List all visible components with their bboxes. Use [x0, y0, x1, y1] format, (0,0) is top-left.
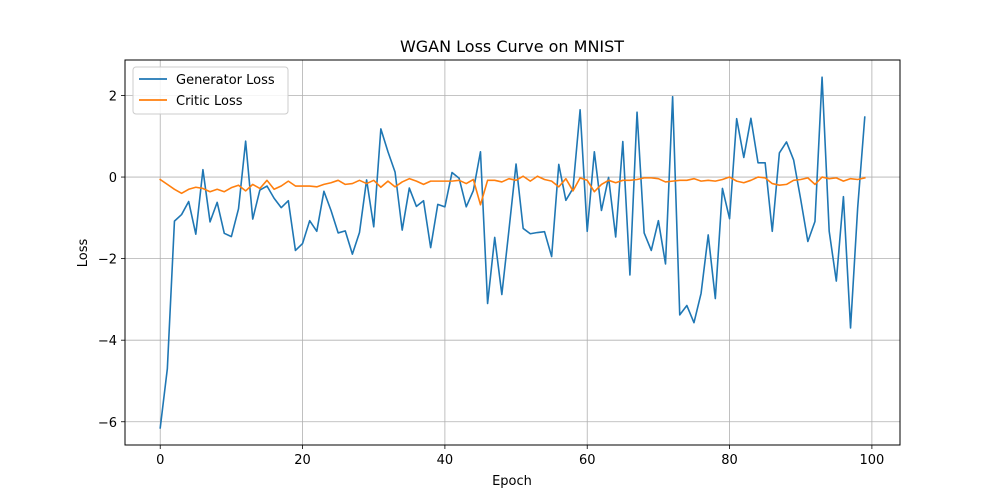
y-tick-label: −2 — [98, 253, 117, 268]
legend-label: Generator Loss — [176, 73, 275, 88]
legend-box — [132, 66, 289, 115]
y-tick-label: 2 — [109, 89, 117, 104]
x-axis-title: Epoch — [492, 474, 532, 489]
x-tick-label: 0 — [156, 453, 164, 468]
x-tick-label: 60 — [579, 453, 596, 468]
chart-title: WGAN Loss Curve on MNIST — [400, 37, 624, 56]
series-line-generator-loss — [159, 76, 866, 429]
legend-label: Critic Loss — [176, 94, 243, 109]
x-tick-label: 100 — [859, 453, 884, 468]
x-tick-label: 20 — [294, 453, 311, 468]
axes-frame — [124, 59, 901, 446]
y-tick-label: −4 — [98, 334, 117, 349]
legend: Generator Loss Critic Loss — [132, 66, 289, 115]
series-line-critic-loss — [159, 175, 866, 206]
y-tick-label: −6 — [98, 416, 117, 431]
x-axis: 0 20 40 60 80 100 — [156, 445, 884, 468]
grid-lines — [125, 60, 900, 445]
x-tick-label: 80 — [721, 453, 738, 468]
y-tick-label: 0 — [109, 171, 117, 186]
plot-area — [159, 76, 866, 429]
x-tick-label: 40 — [437, 453, 454, 468]
y-axis-title: Loss — [76, 239, 91, 268]
y-axis: −6 −4 −2 0 2 — [98, 89, 125, 431]
